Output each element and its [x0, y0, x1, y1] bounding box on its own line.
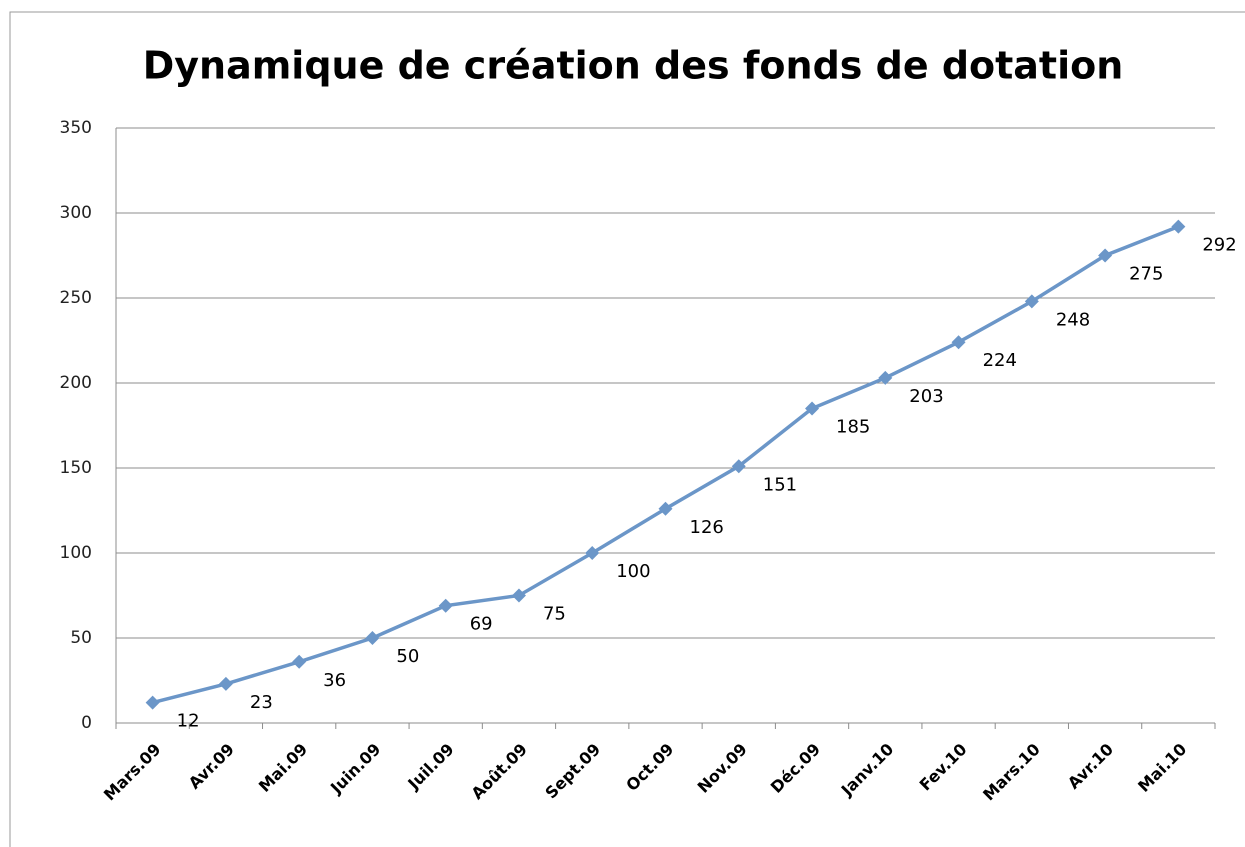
- marker: [658, 501, 673, 516]
- data-label: 185: [836, 417, 870, 438]
- y-tick-label: 200: [60, 373, 92, 393]
- marker: [1171, 219, 1186, 234]
- marker: [511, 588, 526, 603]
- y-tick-label: 100: [60, 543, 92, 563]
- chart-title: Dynamique de création des fonds de dotat…: [143, 44, 1124, 88]
- data-label: 292: [1202, 235, 1236, 256]
- data-label: 151: [763, 474, 797, 495]
- marker: [218, 676, 233, 691]
- marker: [805, 401, 820, 416]
- marker: [878, 370, 893, 385]
- data-label: 275: [1129, 264, 1163, 285]
- data-label: 248: [1056, 309, 1090, 330]
- marker: [731, 459, 746, 474]
- data-label: 12: [177, 711, 200, 732]
- marker: [438, 598, 453, 613]
- data-label: 100: [616, 561, 650, 582]
- y-tick-label: 150: [60, 458, 92, 478]
- y-tick-label: 300: [60, 203, 92, 223]
- y-tick-label: 0: [81, 713, 92, 733]
- data-label: 75: [543, 604, 566, 625]
- marker: [951, 335, 966, 350]
- marker: [292, 654, 307, 669]
- y-tick-label: 350: [60, 118, 92, 138]
- data-label: 203: [909, 386, 943, 407]
- marker: [585, 546, 600, 560]
- data-label: 69: [470, 614, 493, 635]
- data-label: 224: [983, 350, 1017, 371]
- data-label: 126: [690, 517, 724, 538]
- marker: [365, 631, 380, 645]
- chart-frame: [9, 11, 1245, 847]
- y-tick-label: 250: [60, 288, 92, 308]
- y-tick-label: 50: [70, 628, 92, 648]
- marker: [145, 695, 160, 710]
- data-label: 23: [250, 692, 273, 713]
- data-label: 50: [396, 646, 419, 667]
- data-label: 36: [323, 670, 346, 691]
- marker: [1024, 294, 1039, 309]
- marker: [1098, 248, 1113, 263]
